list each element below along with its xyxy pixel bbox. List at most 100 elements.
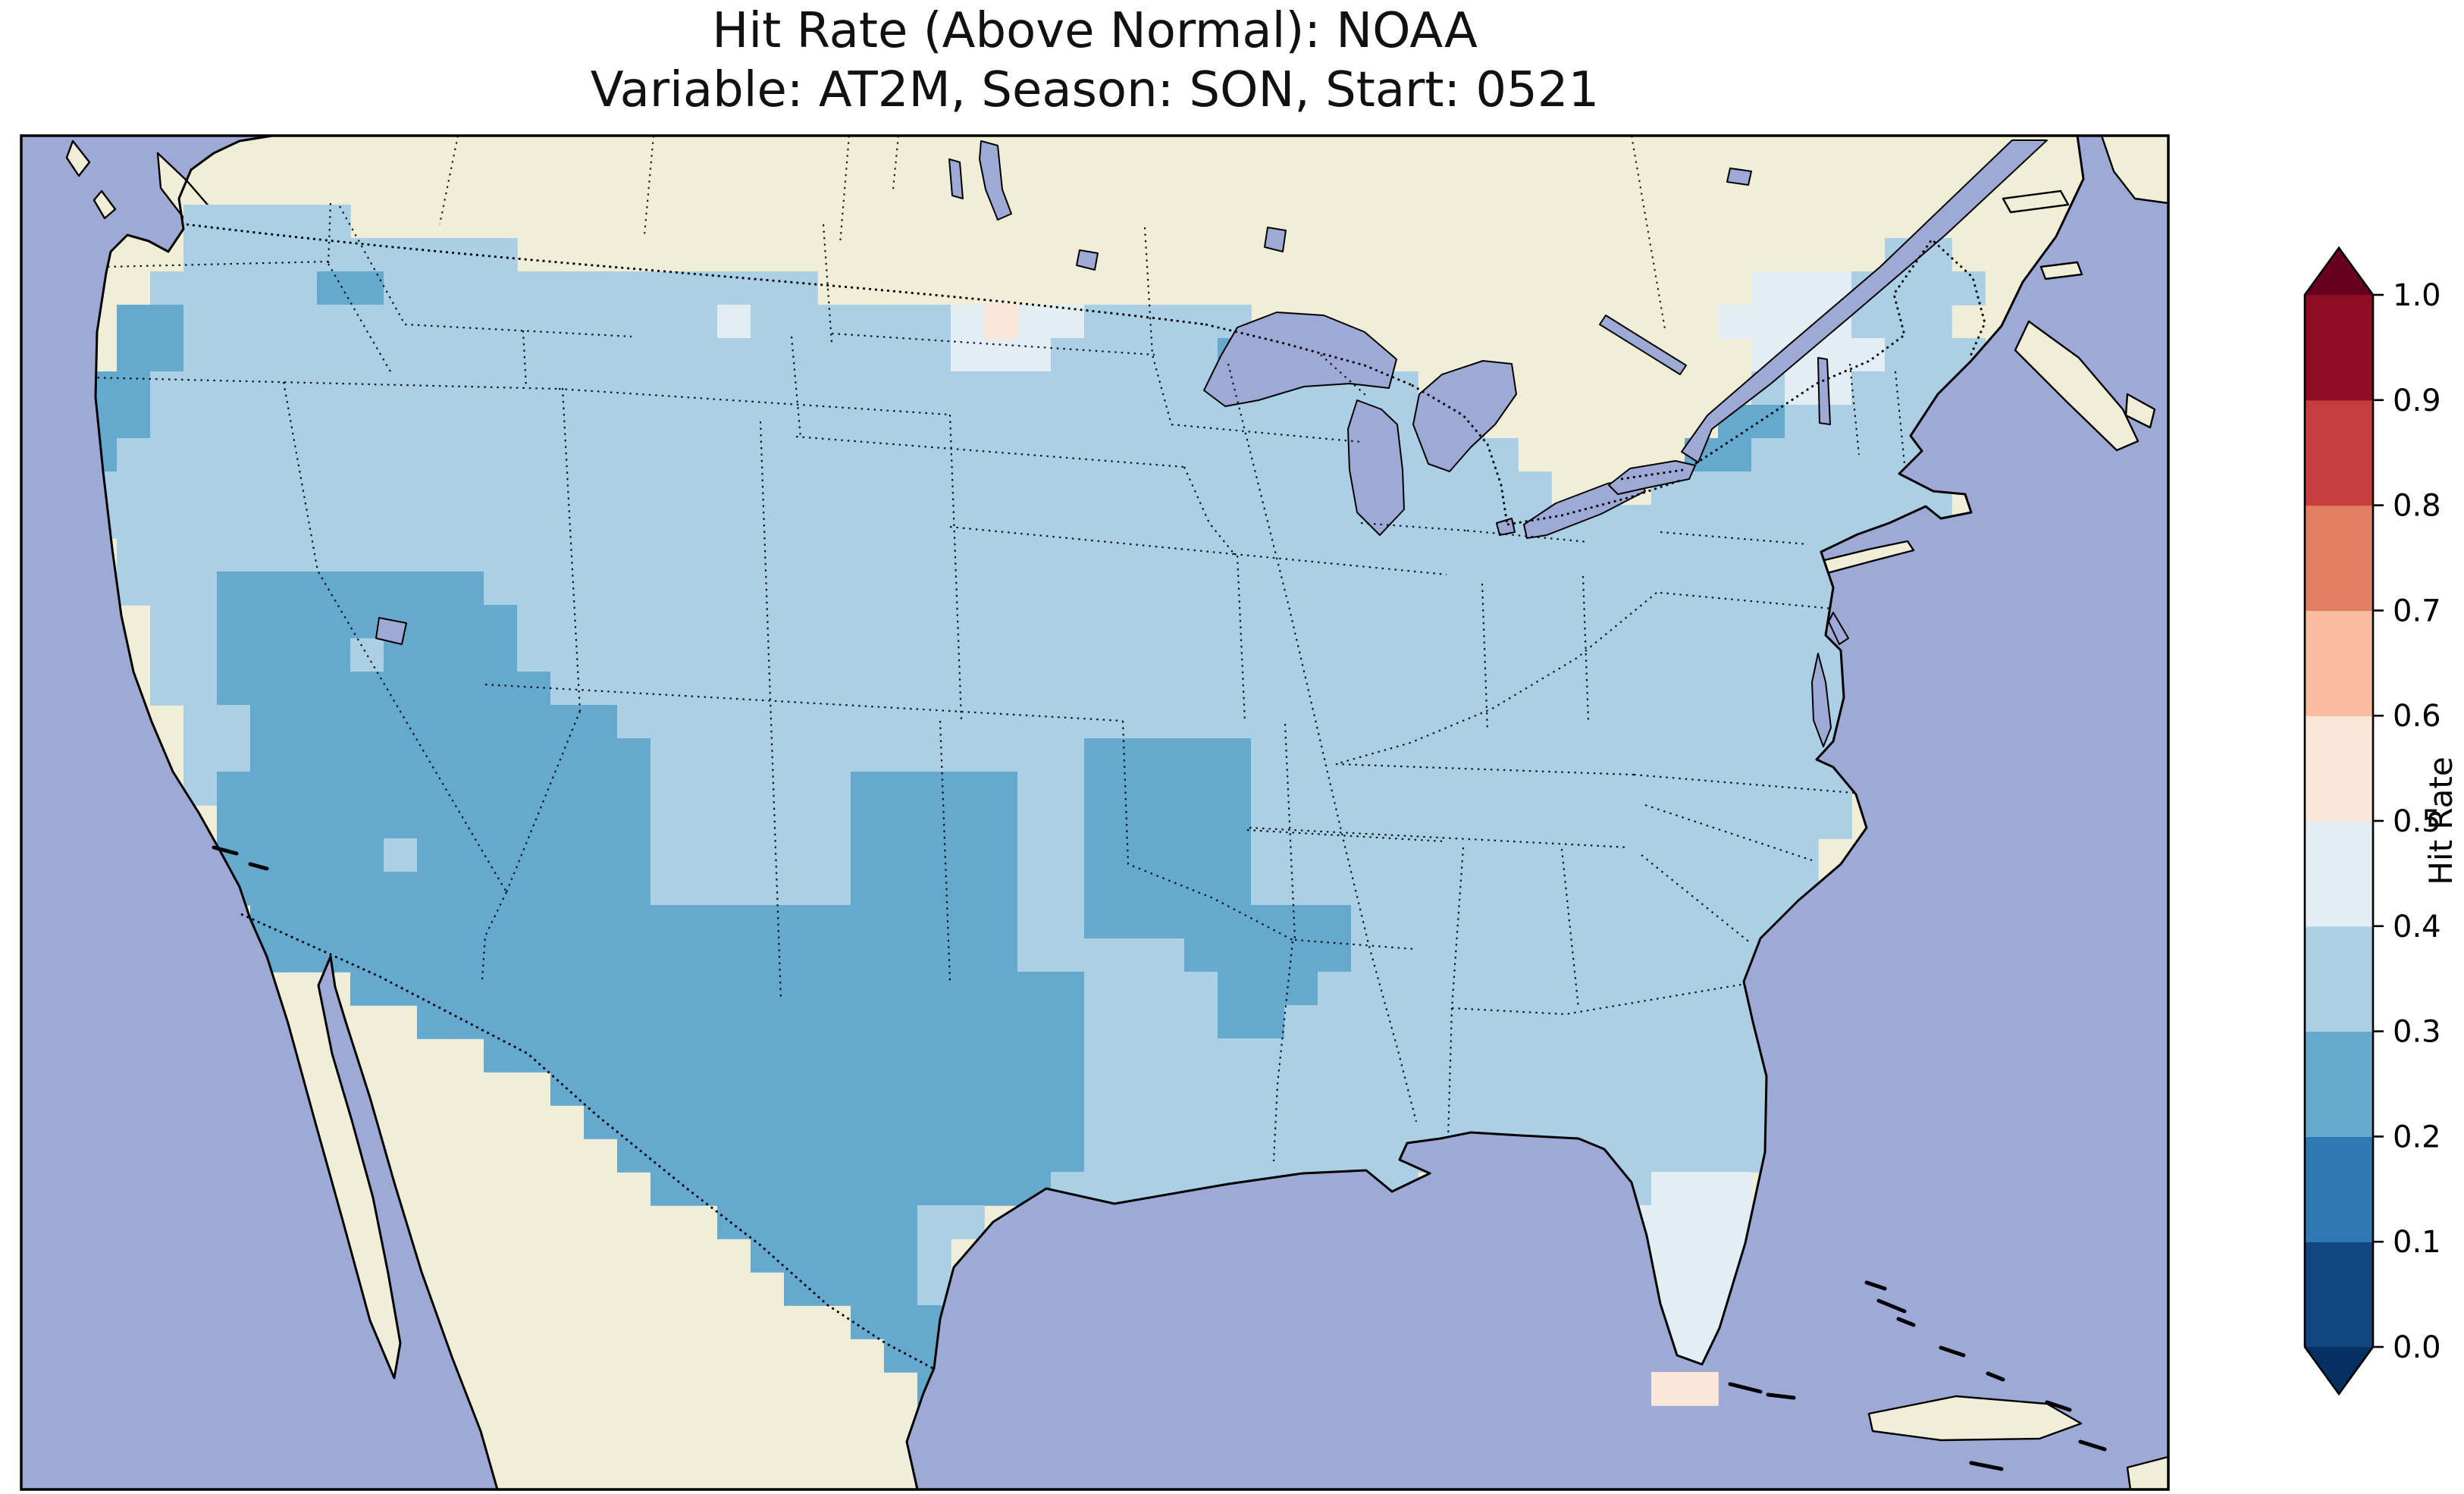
grid-cell <box>951 505 985 539</box>
grid-cell <box>1084 305 1118 339</box>
grid-cell <box>884 371 918 406</box>
colorbar-tick-label: 0.7 <box>2393 594 2441 628</box>
grid-cell <box>617 338 651 372</box>
grid-cell <box>984 605 1018 639</box>
grid-cell <box>484 405 518 439</box>
grid-cell <box>984 305 1018 339</box>
grid-cell <box>1118 471 1152 506</box>
colorbar-segment <box>2305 505 2373 611</box>
grid-cell <box>1518 738 1552 772</box>
grid-cell <box>717 538 751 572</box>
grid-cell <box>684 1105 718 1139</box>
grid-cell <box>1051 938 1085 973</box>
grid-cell <box>284 772 318 806</box>
grid-cell <box>1084 638 1118 672</box>
grid-cell <box>550 405 585 439</box>
grid-cell <box>884 938 918 973</box>
grid-cell <box>1685 972 1719 1006</box>
grid-cell <box>917 738 951 772</box>
grid-cell <box>1351 772 1385 806</box>
grid-cell <box>1184 1038 1218 1073</box>
grid-cell <box>617 1105 651 1139</box>
grid-cell <box>884 538 918 572</box>
grid-cell <box>1585 638 1619 672</box>
grid-cell <box>584 338 618 372</box>
grid-cell <box>884 1339 918 1373</box>
grid-cell <box>917 371 951 406</box>
grid-cell <box>417 638 451 672</box>
grid-cell <box>1551 905 1585 939</box>
grid-cell <box>183 271 218 305</box>
grid-cell <box>984 938 1018 973</box>
grid-cell <box>884 572 918 606</box>
grid-cell <box>751 271 785 305</box>
grid-cell <box>650 738 685 772</box>
grid-cell <box>183 638 218 672</box>
grid-cell <box>517 638 551 672</box>
grid-cell <box>1384 1072 1419 1106</box>
grid-cell <box>1484 905 1519 939</box>
colorbar-tick-label: 0.6 <box>2393 699 2441 734</box>
grid-cell <box>784 1005 818 1039</box>
grid-cell <box>1751 438 1785 472</box>
grid-cell <box>1017 505 1052 539</box>
grid-cell <box>517 972 551 1006</box>
grid-cell <box>1318 1072 1352 1106</box>
grid-cell <box>517 605 551 639</box>
grid-cell <box>884 438 918 472</box>
grid-cell <box>550 505 585 539</box>
grid-cell <box>284 205 318 239</box>
grid-cell <box>150 605 184 639</box>
grid-cell <box>1484 605 1519 639</box>
colorbar-tick-label: 0.1 <box>2393 1225 2441 1260</box>
national-borders <box>186 223 1986 1370</box>
grid-cell <box>1051 405 1085 439</box>
grid-cell <box>1551 705 1585 739</box>
grid-cell <box>784 1139 818 1173</box>
grid-cell <box>250 672 284 706</box>
grid-cell <box>584 1072 618 1106</box>
grid-cell <box>1251 572 1285 606</box>
grid-cell <box>884 872 918 906</box>
grid-cell <box>650 672 685 706</box>
grid-cell <box>851 605 885 639</box>
grid-cell <box>1184 438 1218 472</box>
us-mexico-border <box>240 913 935 1370</box>
colorbar-extend-over <box>2305 248 2373 295</box>
grid-cell <box>1284 1105 1318 1139</box>
grid-cell <box>317 638 351 672</box>
grid-cell <box>1017 605 1052 639</box>
grid-cell <box>1718 838 1752 872</box>
grid-cell <box>517 538 551 572</box>
grid-cell <box>1685 1105 1719 1139</box>
grid-cell <box>484 305 518 339</box>
grid-cell <box>1785 438 1819 472</box>
grid-cell <box>650 905 685 939</box>
grid-cell <box>884 1005 918 1039</box>
grid-cell <box>1318 638 1352 672</box>
grid-cell <box>217 371 251 406</box>
grid-cell <box>450 738 484 772</box>
grid-cell <box>284 505 318 539</box>
grid-cell <box>1084 505 1118 539</box>
grid-cell <box>350 638 384 672</box>
grid-cell <box>350 938 384 973</box>
grid-cell <box>884 672 918 706</box>
grid-cell <box>751 1239 785 1273</box>
grid-cell <box>1451 972 1485 1006</box>
grid-cell <box>650 371 685 406</box>
colorbar-body: 0.0 0.1 0.2 0.3 0.4 0.5 0.6 0.7 0.8 0.9 1.0 <box>2303 246 2441 1396</box>
grid-cell <box>884 772 918 806</box>
grid-cell <box>684 672 718 706</box>
grid-cell <box>584 705 618 739</box>
grid-cell <box>1051 305 1085 339</box>
grid-cell <box>1218 1105 1252 1139</box>
grid-cell <box>1017 905 1052 939</box>
grid-cell <box>884 1139 918 1173</box>
grid-cell <box>1184 1139 1218 1173</box>
grid-cell <box>417 872 451 906</box>
grid-cell <box>1118 638 1152 672</box>
grid-cell <box>650 271 685 305</box>
grid-cell <box>984 338 1018 372</box>
grid-cell <box>1084 572 1118 606</box>
